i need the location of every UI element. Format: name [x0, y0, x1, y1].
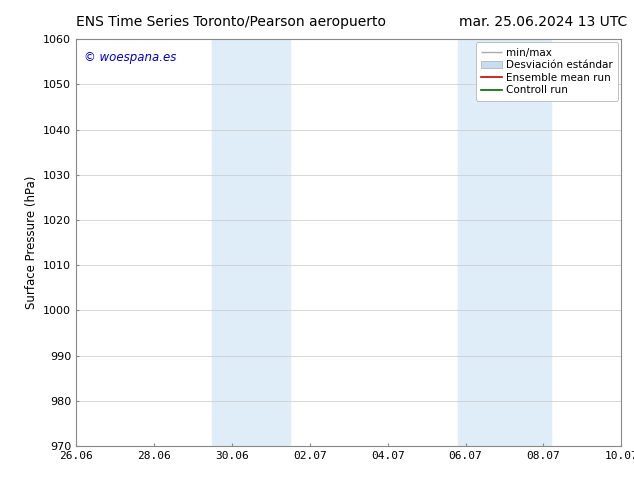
Bar [458, 39, 551, 446]
Text: ENS Time Series Toronto/Pearson aeropuerto: ENS Time Series Toronto/Pearson aeropuer… [76, 15, 386, 29]
Text: © woespana.es: © woespana.es [84, 51, 177, 64]
Bar [212, 39, 290, 446]
Legend: min/max, Desviación estándar, Ensemble mean run, Controll run: min/max, Desviación estándar, Ensemble m… [476, 42, 618, 100]
Y-axis label: Surface Pressure (hPa): Surface Pressure (hPa) [25, 176, 37, 309]
Text: mar. 25.06.2024 13 UTC: mar. 25.06.2024 13 UTC [460, 15, 628, 29]
